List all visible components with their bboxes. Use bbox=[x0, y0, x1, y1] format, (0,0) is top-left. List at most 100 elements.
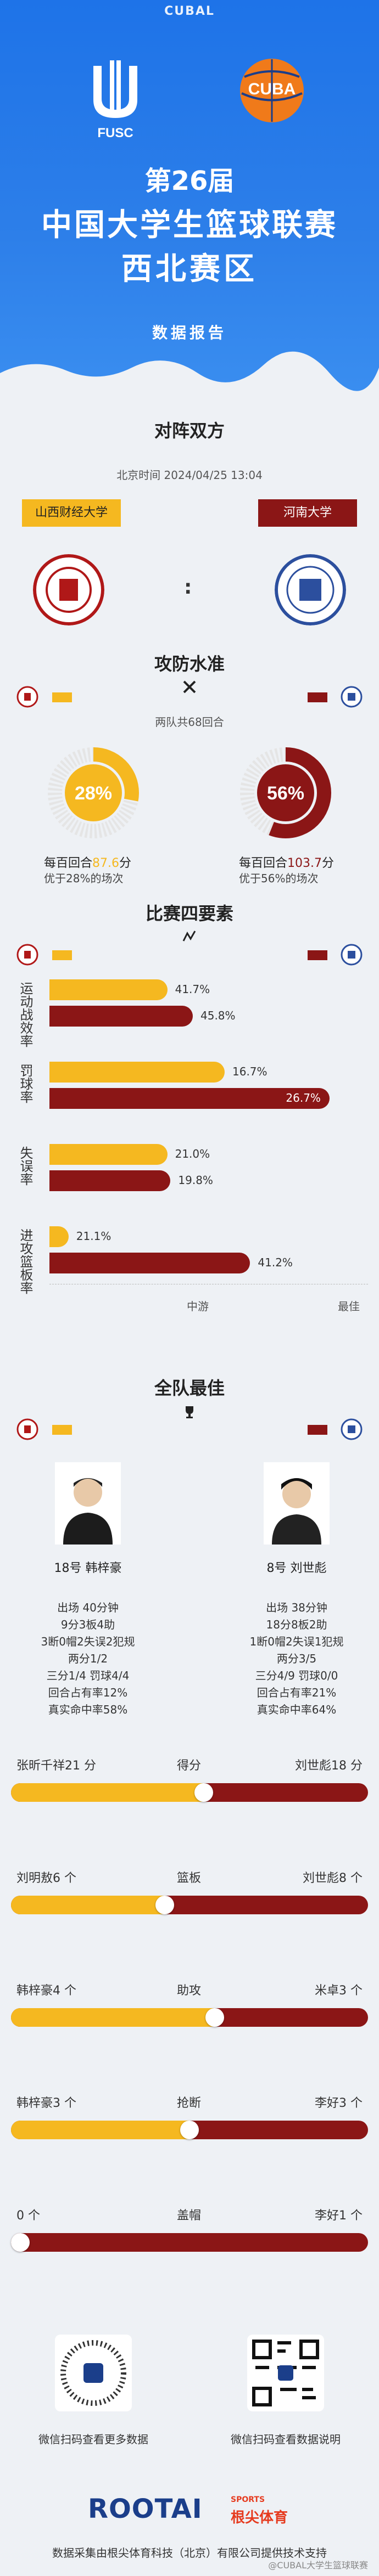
away-percentile-caption: 优于56%的场次 bbox=[239, 872, 319, 885]
edition-label: 第26届 bbox=[144, 166, 235, 196]
rootai-logo: ROOTAI bbox=[88, 2494, 203, 2524]
match-time: 北京时间 2024/04/25 13:04 bbox=[116, 469, 263, 482]
compare-knob bbox=[205, 2008, 224, 2027]
home-mini-crest bbox=[16, 686, 38, 708]
cuba-logo-text: CUBA bbox=[248, 80, 296, 98]
compare-right-label: 米卓3 个 bbox=[315, 1984, 363, 1998]
home-percentile-gauge: 28% bbox=[48, 747, 139, 838]
home-mini-crest-3 bbox=[16, 1418, 38, 1440]
home-factor-bar bbox=[49, 979, 168, 1000]
compare-right-label: 李好3 个 bbox=[315, 2096, 363, 2110]
weibo-watermark: @CUBAL大学生篮球联赛 bbox=[268, 2560, 368, 2571]
tactic-board-icon bbox=[182, 931, 196, 942]
compare-stat-label: 抢断 bbox=[177, 2096, 202, 2110]
factor-label: 罚球率 bbox=[18, 1064, 33, 1103]
home-per100: 每百回合87.6分 bbox=[44, 853, 131, 871]
home-player-stats: 出场 40分钟 9分3板4助 3断0帽2失误2犯规 两分1/2 三分1/4 罚球4/4 回… bbox=[22, 1599, 154, 1718]
home-factor-bar bbox=[49, 1226, 69, 1247]
axis-mid-label: 中游 bbox=[187, 1300, 209, 1313]
away-player-stat-line: 1断0帽2失误1犯规 bbox=[249, 1635, 344, 1648]
left-qr-code[interactable] bbox=[55, 2335, 132, 2411]
home-factor-value: 21.1% bbox=[76, 1230, 112, 1243]
compare-fill bbox=[11, 1896, 165, 1914]
crossed-swords-icon bbox=[183, 680, 196, 694]
report-subtitle: 数据报告 bbox=[152, 324, 227, 342]
league-title: 中国大学生篮球联赛 bbox=[41, 207, 338, 243]
home-per100-prefix: 每百回合 bbox=[44, 856, 93, 870]
home-color-swatch-3 bbox=[52, 1425, 72, 1435]
compare-stat-label: 篮板 bbox=[177, 1872, 202, 1885]
fusc-logo-text: FUSC bbox=[97, 126, 133, 140]
away-per100-value: 103.7 bbox=[287, 856, 322, 870]
away-player-stat-line: 出场 38分钟 bbox=[266, 1601, 327, 1614]
right-qr-code[interactable] bbox=[247, 2335, 324, 2411]
compare-track bbox=[11, 2233, 368, 2252]
compare-knob bbox=[194, 1783, 213, 1802]
home-factor-value: 16.7% bbox=[232, 1065, 267, 1078]
factor-label: 失误率 bbox=[18, 1146, 33, 1186]
home-gauge-arc bbox=[48, 747, 139, 838]
rounds-text: 两队共68回合 bbox=[155, 715, 224, 729]
brand-label: CUBAL bbox=[164, 4, 215, 18]
away-player-name: 8号 刘世彪 bbox=[266, 1562, 327, 1575]
compare-fill bbox=[11, 2008, 215, 2027]
compare-track bbox=[11, 1783, 368, 1802]
home-player-stat-line: 9分3板4助 bbox=[60, 1618, 115, 1631]
compare-right-label: 刘世彪18 分 bbox=[295, 1759, 363, 1773]
compare-left-label: 0 个 bbox=[16, 2209, 40, 2223]
rootai-cn-logo: 根尖体育 bbox=[231, 2510, 288, 2526]
home-color-swatch bbox=[52, 692, 72, 702]
away-player-stats: 出场 38分钟 18分8板2助 1断0帽2失误1犯规 两分3/5 三分4/9 罚球0/0… bbox=[231, 1599, 363, 1718]
factor-label: 进攻篮板率 bbox=[18, 1228, 33, 1294]
compare-stat-label: 得分 bbox=[177, 1759, 202, 1773]
away-player-stat-line: 真实命中率64% bbox=[257, 1703, 337, 1716]
four-factors-title: 比赛四要素 bbox=[145, 903, 233, 924]
home-player-stat-line: 出场 40分钟 bbox=[57, 1601, 119, 1614]
home-factor-bar bbox=[49, 1062, 225, 1083]
division-title: 西北赛区 bbox=[121, 251, 258, 287]
offense-title: 攻防水准 bbox=[154, 653, 225, 674]
away-factor-value: 45.8% bbox=[200, 1009, 236, 1022]
home-team-tag: 山西财经大学 bbox=[22, 499, 121, 527]
away-player-stat-line: 三分4/9 罚球0/0 bbox=[255, 1669, 338, 1682]
matchup-title: 对阵双方 bbox=[154, 420, 225, 441]
away-player-photo bbox=[264, 1462, 330, 1545]
trophy-icon bbox=[186, 1406, 193, 1418]
home-player-name: 18号 韩梓豪 bbox=[54, 1562, 122, 1575]
compare-knob bbox=[155, 1896, 174, 1914]
compare-stat-label: 助攻 bbox=[177, 1984, 202, 1998]
home-percentile-text: 28% bbox=[75, 783, 112, 804]
home-mini-crest-2 bbox=[16, 944, 38, 966]
home-player-stat-line: 3断0帽2失误2犯规 bbox=[41, 1635, 135, 1648]
away-factor-bar bbox=[49, 1170, 171, 1191]
left-qr-caption: 微信扫码查看更多数据 bbox=[38, 2433, 148, 2446]
home-player-photo bbox=[55, 1462, 121, 1545]
away-color-swatch-2 bbox=[308, 950, 327, 960]
away-factor-bar bbox=[49, 1006, 193, 1027]
compare-knob bbox=[180, 2121, 199, 2139]
sports-tag: SPORTS bbox=[231, 2495, 265, 2504]
axis-best-label: 最佳 bbox=[338, 1300, 360, 1313]
away-factor-bar bbox=[49, 1253, 250, 1273]
vs-colon: : bbox=[184, 576, 192, 599]
home-percentile-caption: 优于28%的场次 bbox=[44, 872, 124, 885]
home-per100-value: 87.6 bbox=[92, 856, 119, 870]
home-player-stat-line: 三分1/4 罚球4/4 bbox=[46, 1669, 130, 1682]
home-player-stat-line: 回合占有率12% bbox=[48, 1686, 128, 1699]
away-team-crest bbox=[275, 554, 346, 625]
tech-credit: 数据采集由根尖体育科技（北京）有限公司提供技术支持 bbox=[52, 2546, 327, 2560]
compare-knob bbox=[11, 2233, 30, 2252]
compare-track bbox=[11, 1896, 368, 1914]
compare-left-label: 刘明敖6 个 bbox=[16, 1872, 76, 1885]
right-qr-caption: 微信扫码查看数据说明 bbox=[231, 2433, 341, 2446]
cuba-logo: CUBA bbox=[240, 59, 304, 122]
away-factor-value: 41.2% bbox=[258, 1256, 293, 1269]
away-color-swatch bbox=[308, 692, 327, 702]
away-team-tag: 河南大学 bbox=[258, 499, 357, 527]
away-mini-crest bbox=[341, 686, 363, 708]
away-factor-bar bbox=[49, 1088, 330, 1109]
home-team-crest bbox=[33, 554, 104, 625]
away-player-stat-line: 18分8板2助 bbox=[266, 1618, 327, 1631]
fusc-logo: FUSC bbox=[93, 60, 137, 140]
away-factor-value: 19.8% bbox=[178, 1174, 213, 1187]
